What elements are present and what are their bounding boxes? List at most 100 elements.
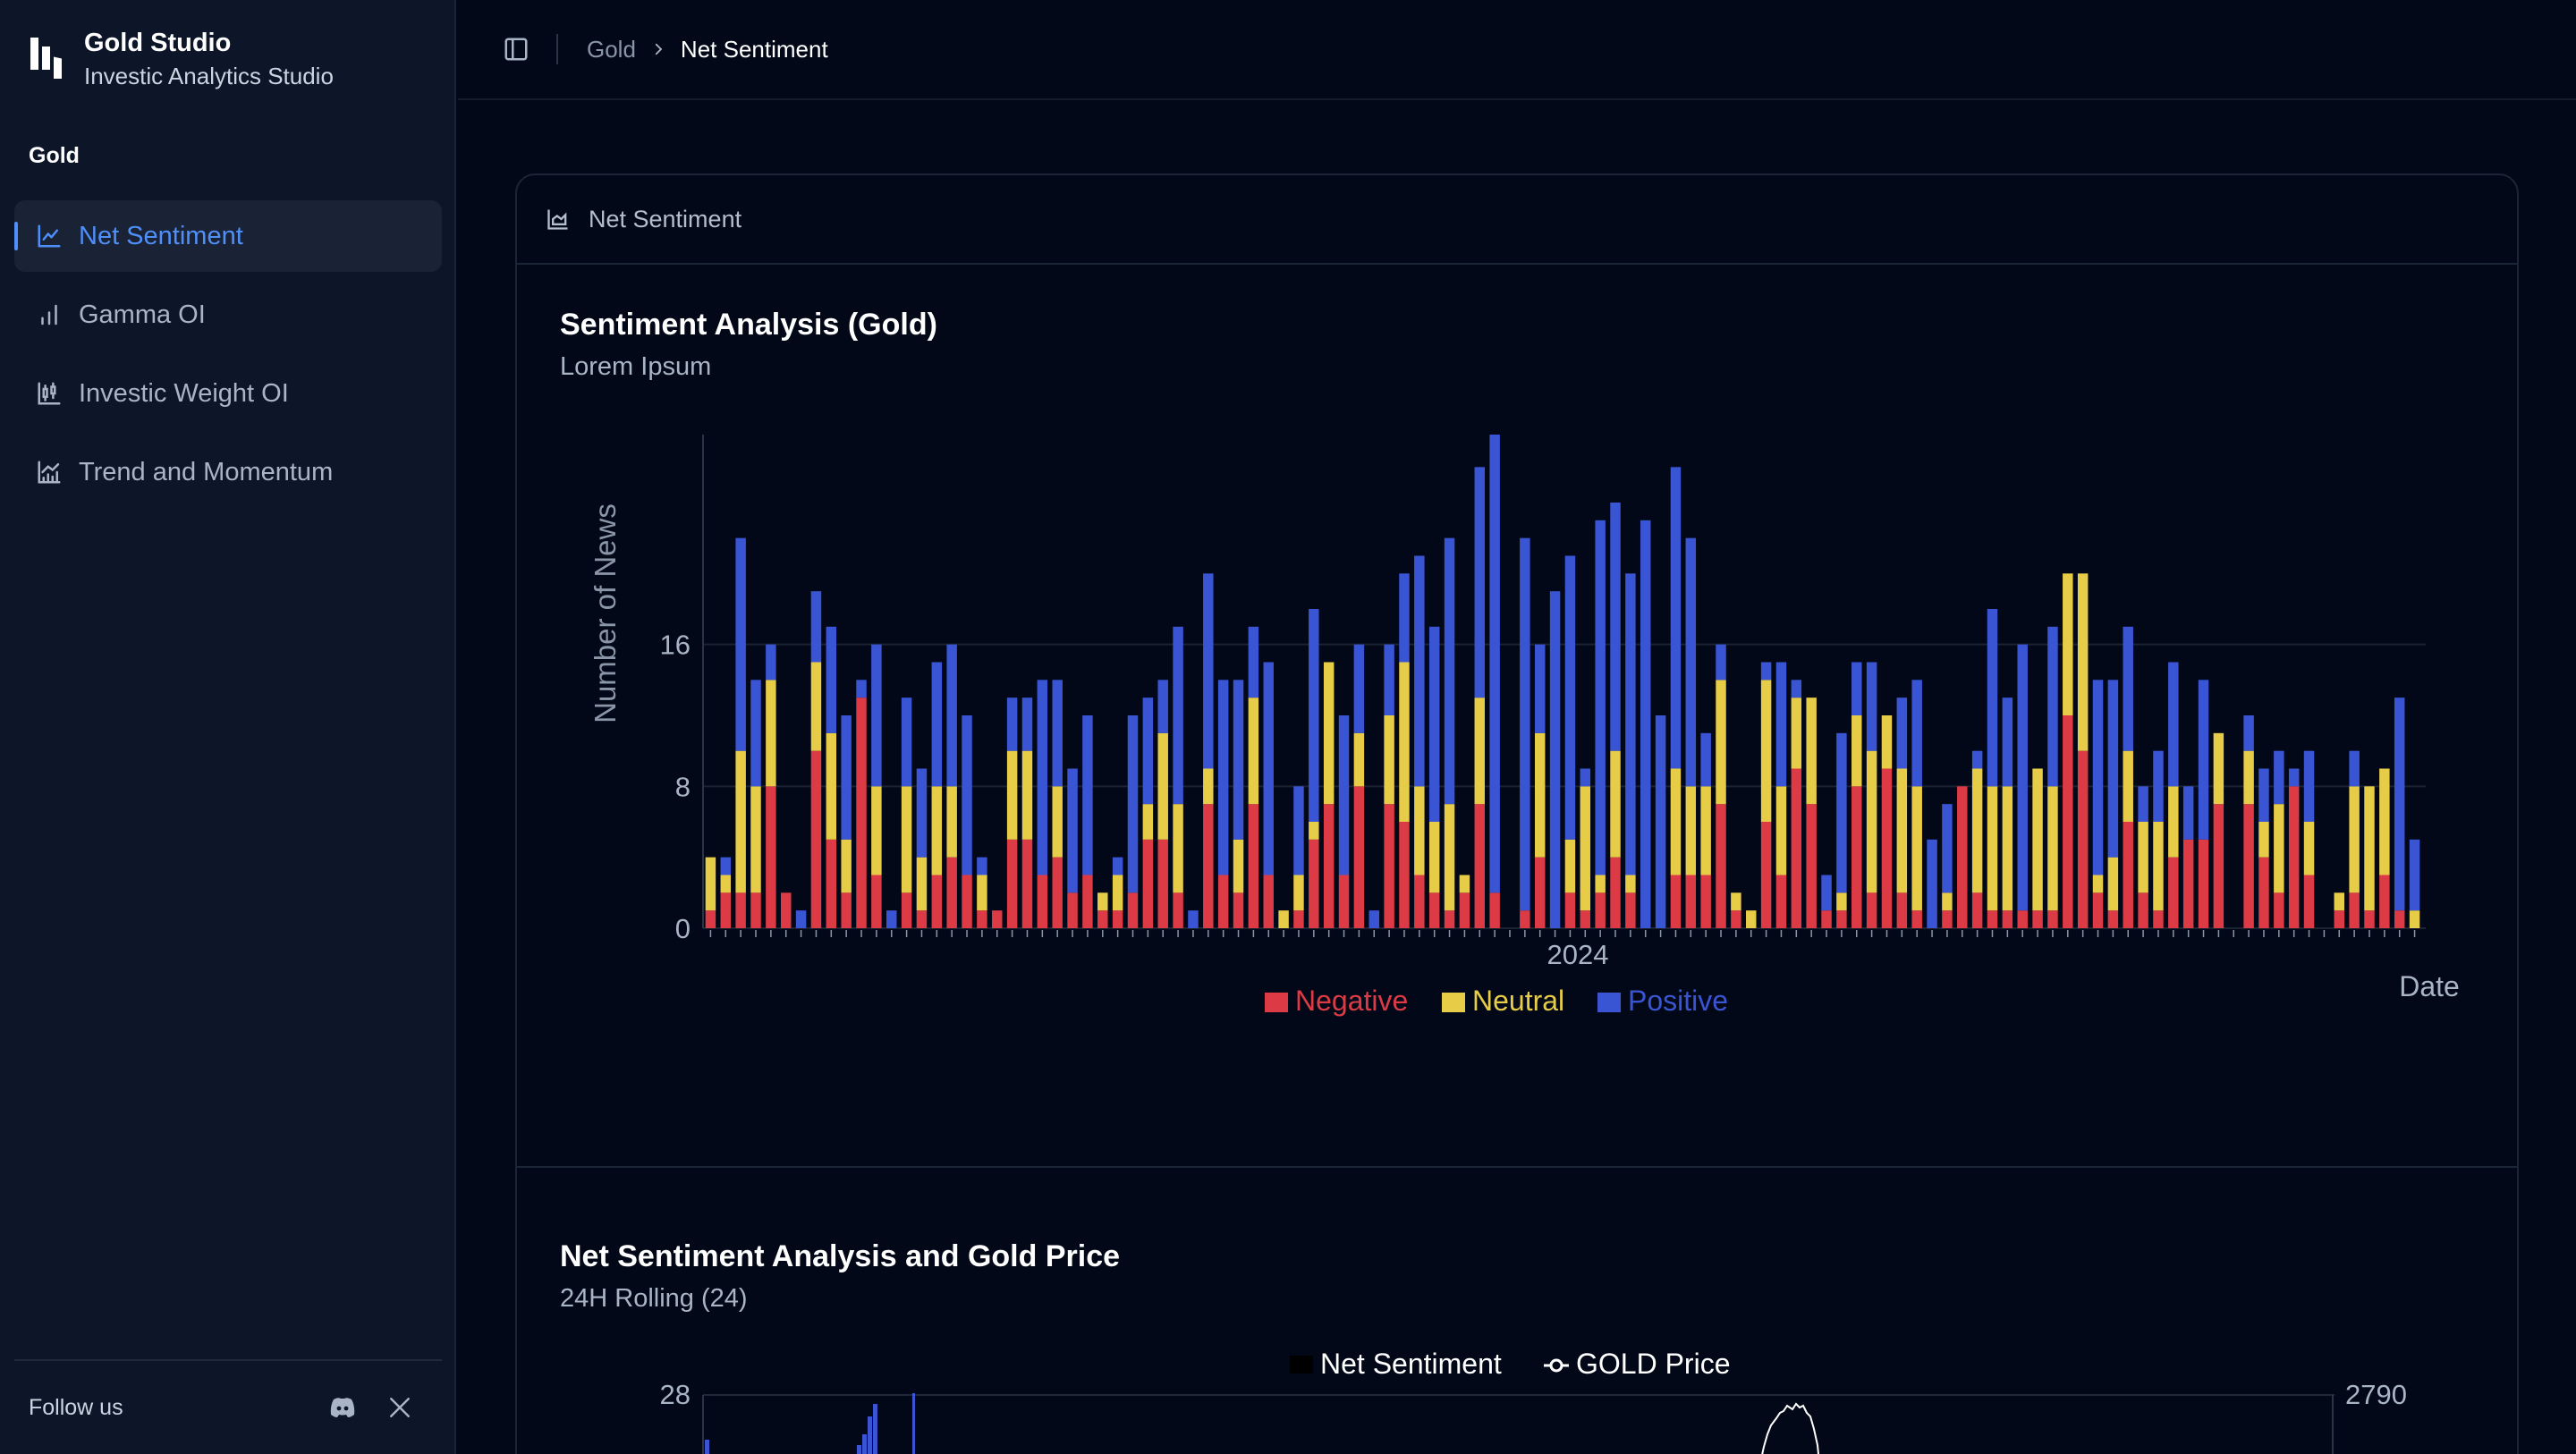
bar-neutral[interactable] <box>1142 804 1154 840</box>
bar-negative[interactable] <box>2107 910 2119 928</box>
discord-icon[interactable] <box>327 1392 358 1423</box>
x-icon[interactable] <box>385 1392 415 1423</box>
bar-positive[interactable] <box>750 680 761 787</box>
bar-positive[interactable] <box>1217 680 1229 875</box>
bar-positive[interactable] <box>2047 626 2058 787</box>
bar-negative[interactable] <box>1520 910 1530 928</box>
bar-positive[interactable] <box>1263 662 1274 875</box>
bar-neutral[interactable] <box>1716 680 1726 805</box>
bar-negative[interactable] <box>2077 750 2089 928</box>
bar-positive[interactable] <box>1716 644 1726 681</box>
bar-positive[interactable] <box>1399 573 1410 663</box>
bar-neutral[interactable] <box>1052 786 1063 858</box>
brand[interactable]: Gold Studio Investic Analytics Studio <box>30 25 334 91</box>
bar-negative[interactable] <box>705 910 716 928</box>
bar-positive[interactable] <box>1006 697 1018 751</box>
bar-neutral[interactable] <box>2092 875 2104 893</box>
bar-neutral[interactable] <box>1610 750 1621 858</box>
bar-negative[interactable] <box>946 857 957 928</box>
legend-item-negative[interactable]: Negative <box>1265 985 1408 1017</box>
bar-neutral[interactable] <box>2334 892 2344 911</box>
bar-neutral[interactable] <box>2002 786 2013 911</box>
bar-positive[interactable] <box>1368 910 1379 928</box>
bar-negative[interactable] <box>1700 875 1711 929</box>
bar-negative[interactable] <box>1353 786 1365 928</box>
bar-positive[interactable] <box>1564 555 1576 840</box>
bar-negative[interactable] <box>1971 892 1983 928</box>
bar-negative[interactable] <box>1610 857 1621 928</box>
bar-positive[interactable] <box>1640 520 1651 928</box>
bar-negative[interactable] <box>1911 910 1922 928</box>
bar-neutral[interactable] <box>946 786 957 858</box>
bar-positive[interactable] <box>1127 715 1139 893</box>
bar-neutral[interactable] <box>1278 910 1289 928</box>
bar-negative[interactable] <box>1760 822 1772 928</box>
bar-negative[interactable] <box>1112 910 1123 928</box>
bar-negative[interactable] <box>1263 875 1274 929</box>
bar-negative[interactable] <box>1595 892 1606 928</box>
bar-neutral[interactable] <box>841 839 852 893</box>
bar-positive[interactable] <box>856 680 867 698</box>
bar-negative[interactable] <box>2243 804 2254 928</box>
bar-neutral[interactable] <box>2123 750 2133 822</box>
bar-negative[interactable] <box>1580 910 1591 928</box>
bar-positive[interactable] <box>2274 750 2284 805</box>
bar-positive[interactable] <box>1142 697 1154 805</box>
legend-item-gold-price[interactable]: GOLD Price <box>1544 1348 1730 1380</box>
bar-positive[interactable] <box>1474 467 1485 698</box>
bar-positive[interactable] <box>1655 715 1666 928</box>
bar-positive[interactable] <box>826 626 837 733</box>
bar-neutral[interactable] <box>1670 768 1682 875</box>
bar-positive[interactable] <box>2168 662 2179 787</box>
bar-negative[interactable] <box>1444 910 1455 928</box>
bar-neutral[interactable] <box>1112 875 1123 911</box>
bar-negative[interactable] <box>1399 822 1410 928</box>
bar-neutral[interactable] <box>826 732 837 840</box>
bar-negative[interactable] <box>916 910 928 928</box>
bar-negative[interactable] <box>781 892 792 928</box>
bar-negative[interactable] <box>1037 875 1048 929</box>
bar-neutral[interactable] <box>2409 910 2420 928</box>
bar-positive[interactable] <box>795 910 807 928</box>
legend-item-neutral[interactable]: Neutral <box>1442 985 1564 1017</box>
bar-negative[interactable] <box>2123 822 2133 928</box>
bar-positive[interactable] <box>1580 768 1591 787</box>
bar-positive[interactable] <box>1549 591 1561 928</box>
bar-positive[interactable] <box>1942 804 1953 893</box>
bar-neutral[interactable] <box>901 786 912 893</box>
bar-negative[interactable] <box>1731 910 1741 928</box>
bar-positive[interactable] <box>810 591 822 663</box>
bar-positive[interactable] <box>1852 662 1862 716</box>
bar-neutral[interactable] <box>1293 875 1304 911</box>
bar-negative[interactable] <box>1082 875 1093 929</box>
bar-negative[interactable] <box>1384 804 1394 928</box>
bar-positive[interactable] <box>2409 839 2420 911</box>
bar-positive[interactable] <box>1444 537 1455 805</box>
bar-neutral[interactable] <box>1248 697 1259 805</box>
bar-negative[interactable] <box>977 910 987 928</box>
bar-positive[interactable] <box>1971 750 1983 769</box>
bar-positive[interactable] <box>841 715 852 840</box>
bar-negative[interactable] <box>1534 857 1546 928</box>
bar-negative[interactable] <box>2153 910 2164 928</box>
bar-neutral[interactable] <box>916 857 928 911</box>
bar-negative[interactable] <box>1323 804 1335 928</box>
bar-neutral[interactable] <box>750 786 761 893</box>
bar-negative[interactable] <box>1309 839 1319 928</box>
bar-neutral[interactable] <box>977 875 987 911</box>
bar-positive[interactable] <box>977 857 987 875</box>
bar-neutral[interactable] <box>1384 715 1394 805</box>
bar-negative[interactable] <box>2364 910 2375 928</box>
bar-negative[interactable] <box>1067 892 1078 928</box>
bar-neutral[interactable] <box>1428 822 1440 893</box>
bar-neutral[interactable] <box>1987 786 1998 911</box>
bar-neutral[interactable] <box>871 786 882 875</box>
bar-positive[interactable] <box>2153 750 2164 822</box>
bar-negative[interactable] <box>2168 857 2179 928</box>
bar-neutral[interactable] <box>1203 768 1214 805</box>
bar-positive[interactable] <box>1067 768 1078 893</box>
bar-positive[interactable] <box>1987 609 1998 787</box>
bar-neutral[interactable] <box>2213 732 2224 805</box>
bar-neutral[interactable] <box>2364 786 2375 911</box>
bar-positive[interactable] <box>1670 467 1682 769</box>
